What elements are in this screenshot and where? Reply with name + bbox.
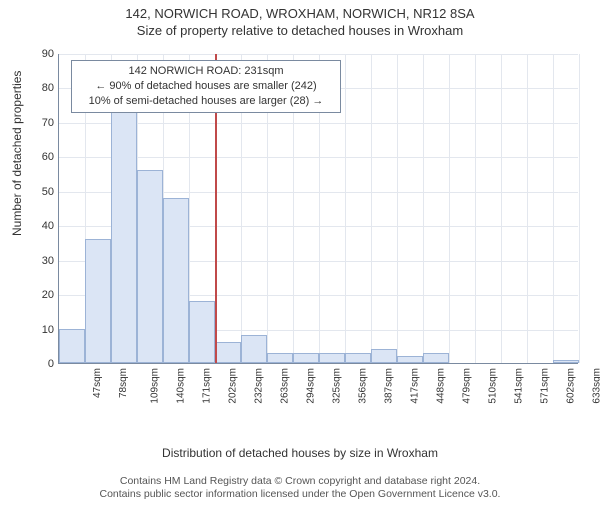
histogram-bar — [189, 301, 215, 363]
y-tick-label: 10 — [24, 324, 54, 336]
y-tick-label: 60 — [24, 151, 54, 163]
gridline-v — [501, 54, 502, 363]
x-tick-label: 202sqm — [228, 368, 239, 404]
x-tick-label: 78sqm — [118, 368, 129, 398]
y-tick-label: 40 — [24, 220, 54, 232]
y-axis-label: Number of detached properties — [10, 71, 24, 236]
gridline-v — [475, 54, 476, 363]
x-tick-label: 294sqm — [306, 368, 317, 404]
histogram-bar — [293, 353, 319, 363]
annotation-line-3: 10% of semi-detached houses are larger (… — [78, 94, 334, 109]
histogram-bar — [423, 353, 449, 363]
x-tick-label: 602sqm — [566, 368, 577, 404]
y-tick-label: 80 — [24, 82, 54, 94]
histogram-bar — [241, 335, 267, 363]
x-tick-label: 633sqm — [592, 368, 600, 404]
histogram-bar — [267, 353, 293, 363]
histogram-bar — [397, 356, 423, 363]
x-tick-label: 356sqm — [358, 368, 369, 404]
y-tick-label: 20 — [24, 289, 54, 301]
histogram-bar — [371, 349, 397, 363]
page-title: 142, NORWICH ROAD, WROXHAM, NORWICH, NR1… — [0, 6, 600, 21]
y-tick-label: 30 — [24, 255, 54, 267]
x-tick-label: 571sqm — [540, 368, 551, 404]
x-tick-label: 448sqm — [436, 368, 447, 404]
x-tick-label: 109sqm — [150, 368, 161, 404]
histogram-bar — [111, 112, 137, 363]
x-tick-label: 263sqm — [280, 368, 291, 404]
y-tick-label: 90 — [24, 48, 54, 60]
chart-subtitle: Size of property relative to detached ho… — [0, 23, 600, 38]
histogram-bar — [215, 342, 241, 363]
x-tick-label: 171sqm — [202, 368, 213, 404]
gridline-v — [371, 54, 372, 363]
x-tick-label: 479sqm — [462, 368, 473, 404]
annotation-line-1: 142 NORWICH ROAD: 231sqm — [78, 64, 334, 79]
gridline-v — [345, 54, 346, 363]
gridline-v — [449, 54, 450, 363]
histogram-bar — [85, 239, 111, 363]
gridline-v — [527, 54, 528, 363]
histogram-bar — [163, 198, 189, 363]
gridline-v — [423, 54, 424, 363]
histogram-bar — [59, 329, 85, 363]
gridline-v — [553, 54, 554, 363]
x-tick-label: 387sqm — [384, 368, 395, 404]
footer-line-1: Contains HM Land Registry data © Crown c… — [0, 475, 600, 489]
x-tick-label: 325sqm — [332, 368, 343, 404]
y-tick-label: 0 — [24, 358, 54, 370]
x-tick-label: 510sqm — [488, 368, 499, 404]
y-tick-label: 70 — [24, 117, 54, 129]
y-tick-label: 50 — [24, 186, 54, 198]
x-tick-label: 140sqm — [176, 368, 187, 404]
histogram-bar — [137, 170, 163, 363]
gridline-v — [397, 54, 398, 363]
chart-area: 142 NORWICH ROAD: 231sqm← 90% of detache… — [58, 54, 578, 414]
histogram-bar — [345, 353, 371, 363]
x-tick-label: 541sqm — [514, 368, 525, 404]
x-tick-label: 47sqm — [92, 368, 103, 398]
chart-container: 142, NORWICH ROAD, WROXHAM, NORWICH, NR1… — [0, 6, 600, 506]
x-axis-label: Distribution of detached houses by size … — [0, 446, 600, 460]
x-tick-label: 417sqm — [410, 368, 421, 404]
histogram-bar — [319, 353, 345, 363]
gridline-v — [579, 54, 580, 363]
histogram-bar — [553, 360, 579, 363]
annotation-box: 142 NORWICH ROAD: 231sqm← 90% of detache… — [71, 60, 341, 113]
plot-area: 142 NORWICH ROAD: 231sqm← 90% of detache… — [58, 54, 578, 364]
footer: Contains HM Land Registry data © Crown c… — [0, 475, 600, 502]
annotation-line-2: ← 90% of detached houses are smaller (24… — [78, 79, 334, 94]
x-tick-label: 232sqm — [254, 368, 265, 404]
